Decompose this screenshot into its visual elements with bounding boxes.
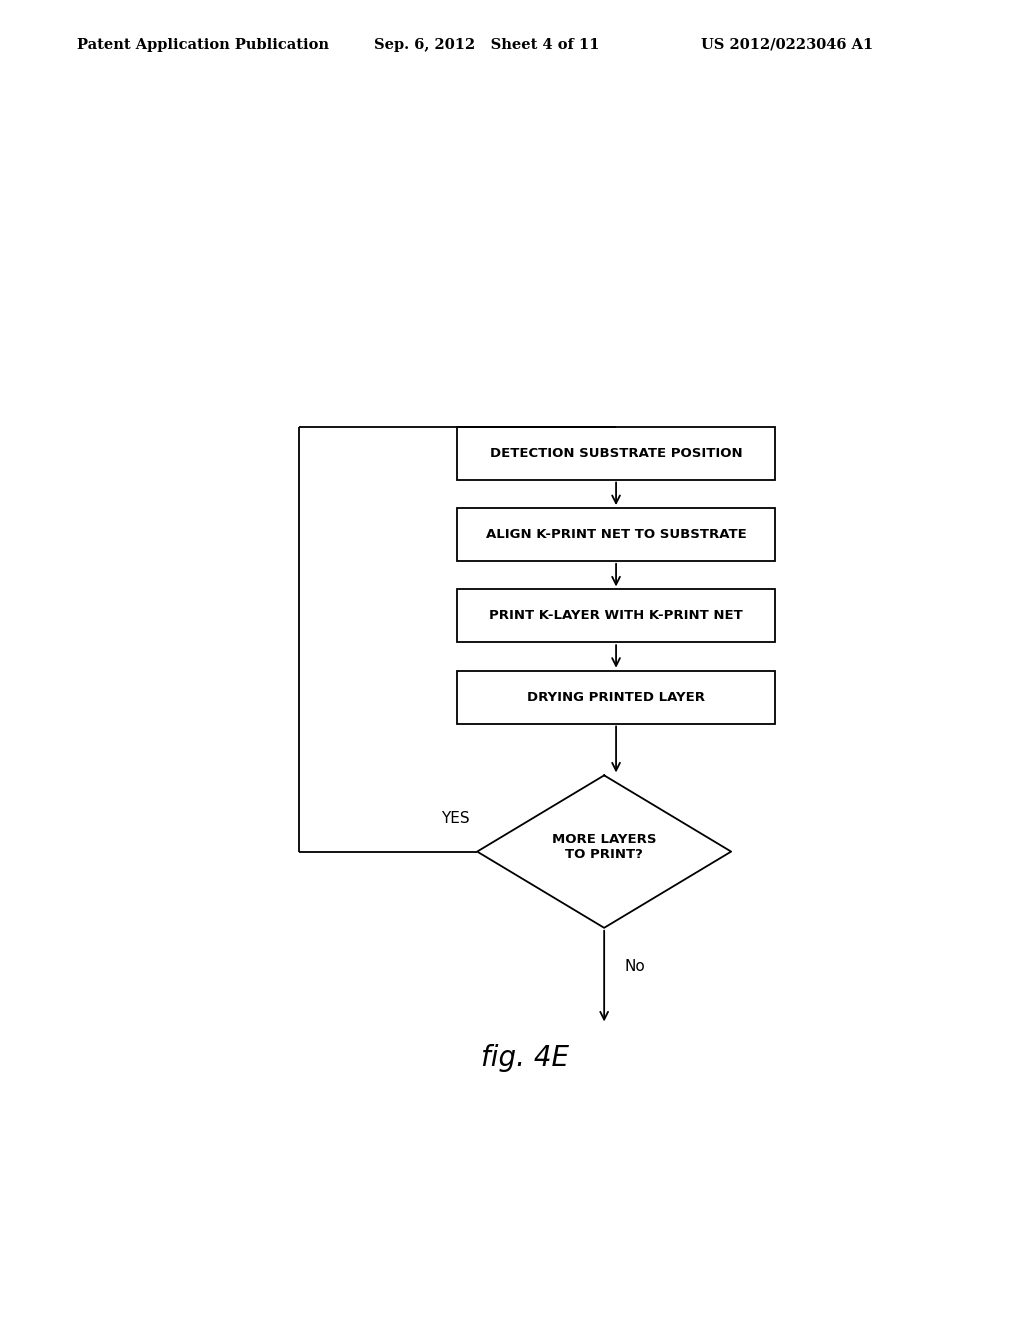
Text: Patent Application Publication: Patent Application Publication	[77, 38, 329, 51]
Text: fig. 4E: fig. 4E	[481, 1044, 568, 1072]
Bar	[458, 671, 775, 723]
Text: YES: YES	[440, 812, 469, 826]
Text: MORE LAYERS
TO PRINT?: MORE LAYERS TO PRINT?	[552, 833, 656, 861]
Bar	[458, 426, 775, 479]
Text: PRINT K-LAYER WITH K-PRINT NET: PRINT K-LAYER WITH K-PRINT NET	[489, 610, 743, 622]
Text: Sep. 6, 2012   Sheet 4 of 11: Sep. 6, 2012 Sheet 4 of 11	[374, 38, 599, 51]
Bar	[458, 589, 775, 643]
Bar	[458, 508, 775, 561]
Text: DRYING PRINTED LAYER: DRYING PRINTED LAYER	[527, 690, 706, 704]
Text: US 2012/0223046 A1: US 2012/0223046 A1	[701, 38, 873, 51]
Text: No: No	[624, 958, 645, 974]
Text: ALIGN K-PRINT NET TO SUBSTRATE: ALIGN K-PRINT NET TO SUBSTRATE	[485, 528, 746, 541]
Text: DETECTION SUBSTRATE POSITION: DETECTION SUBSTRATE POSITION	[489, 446, 742, 459]
